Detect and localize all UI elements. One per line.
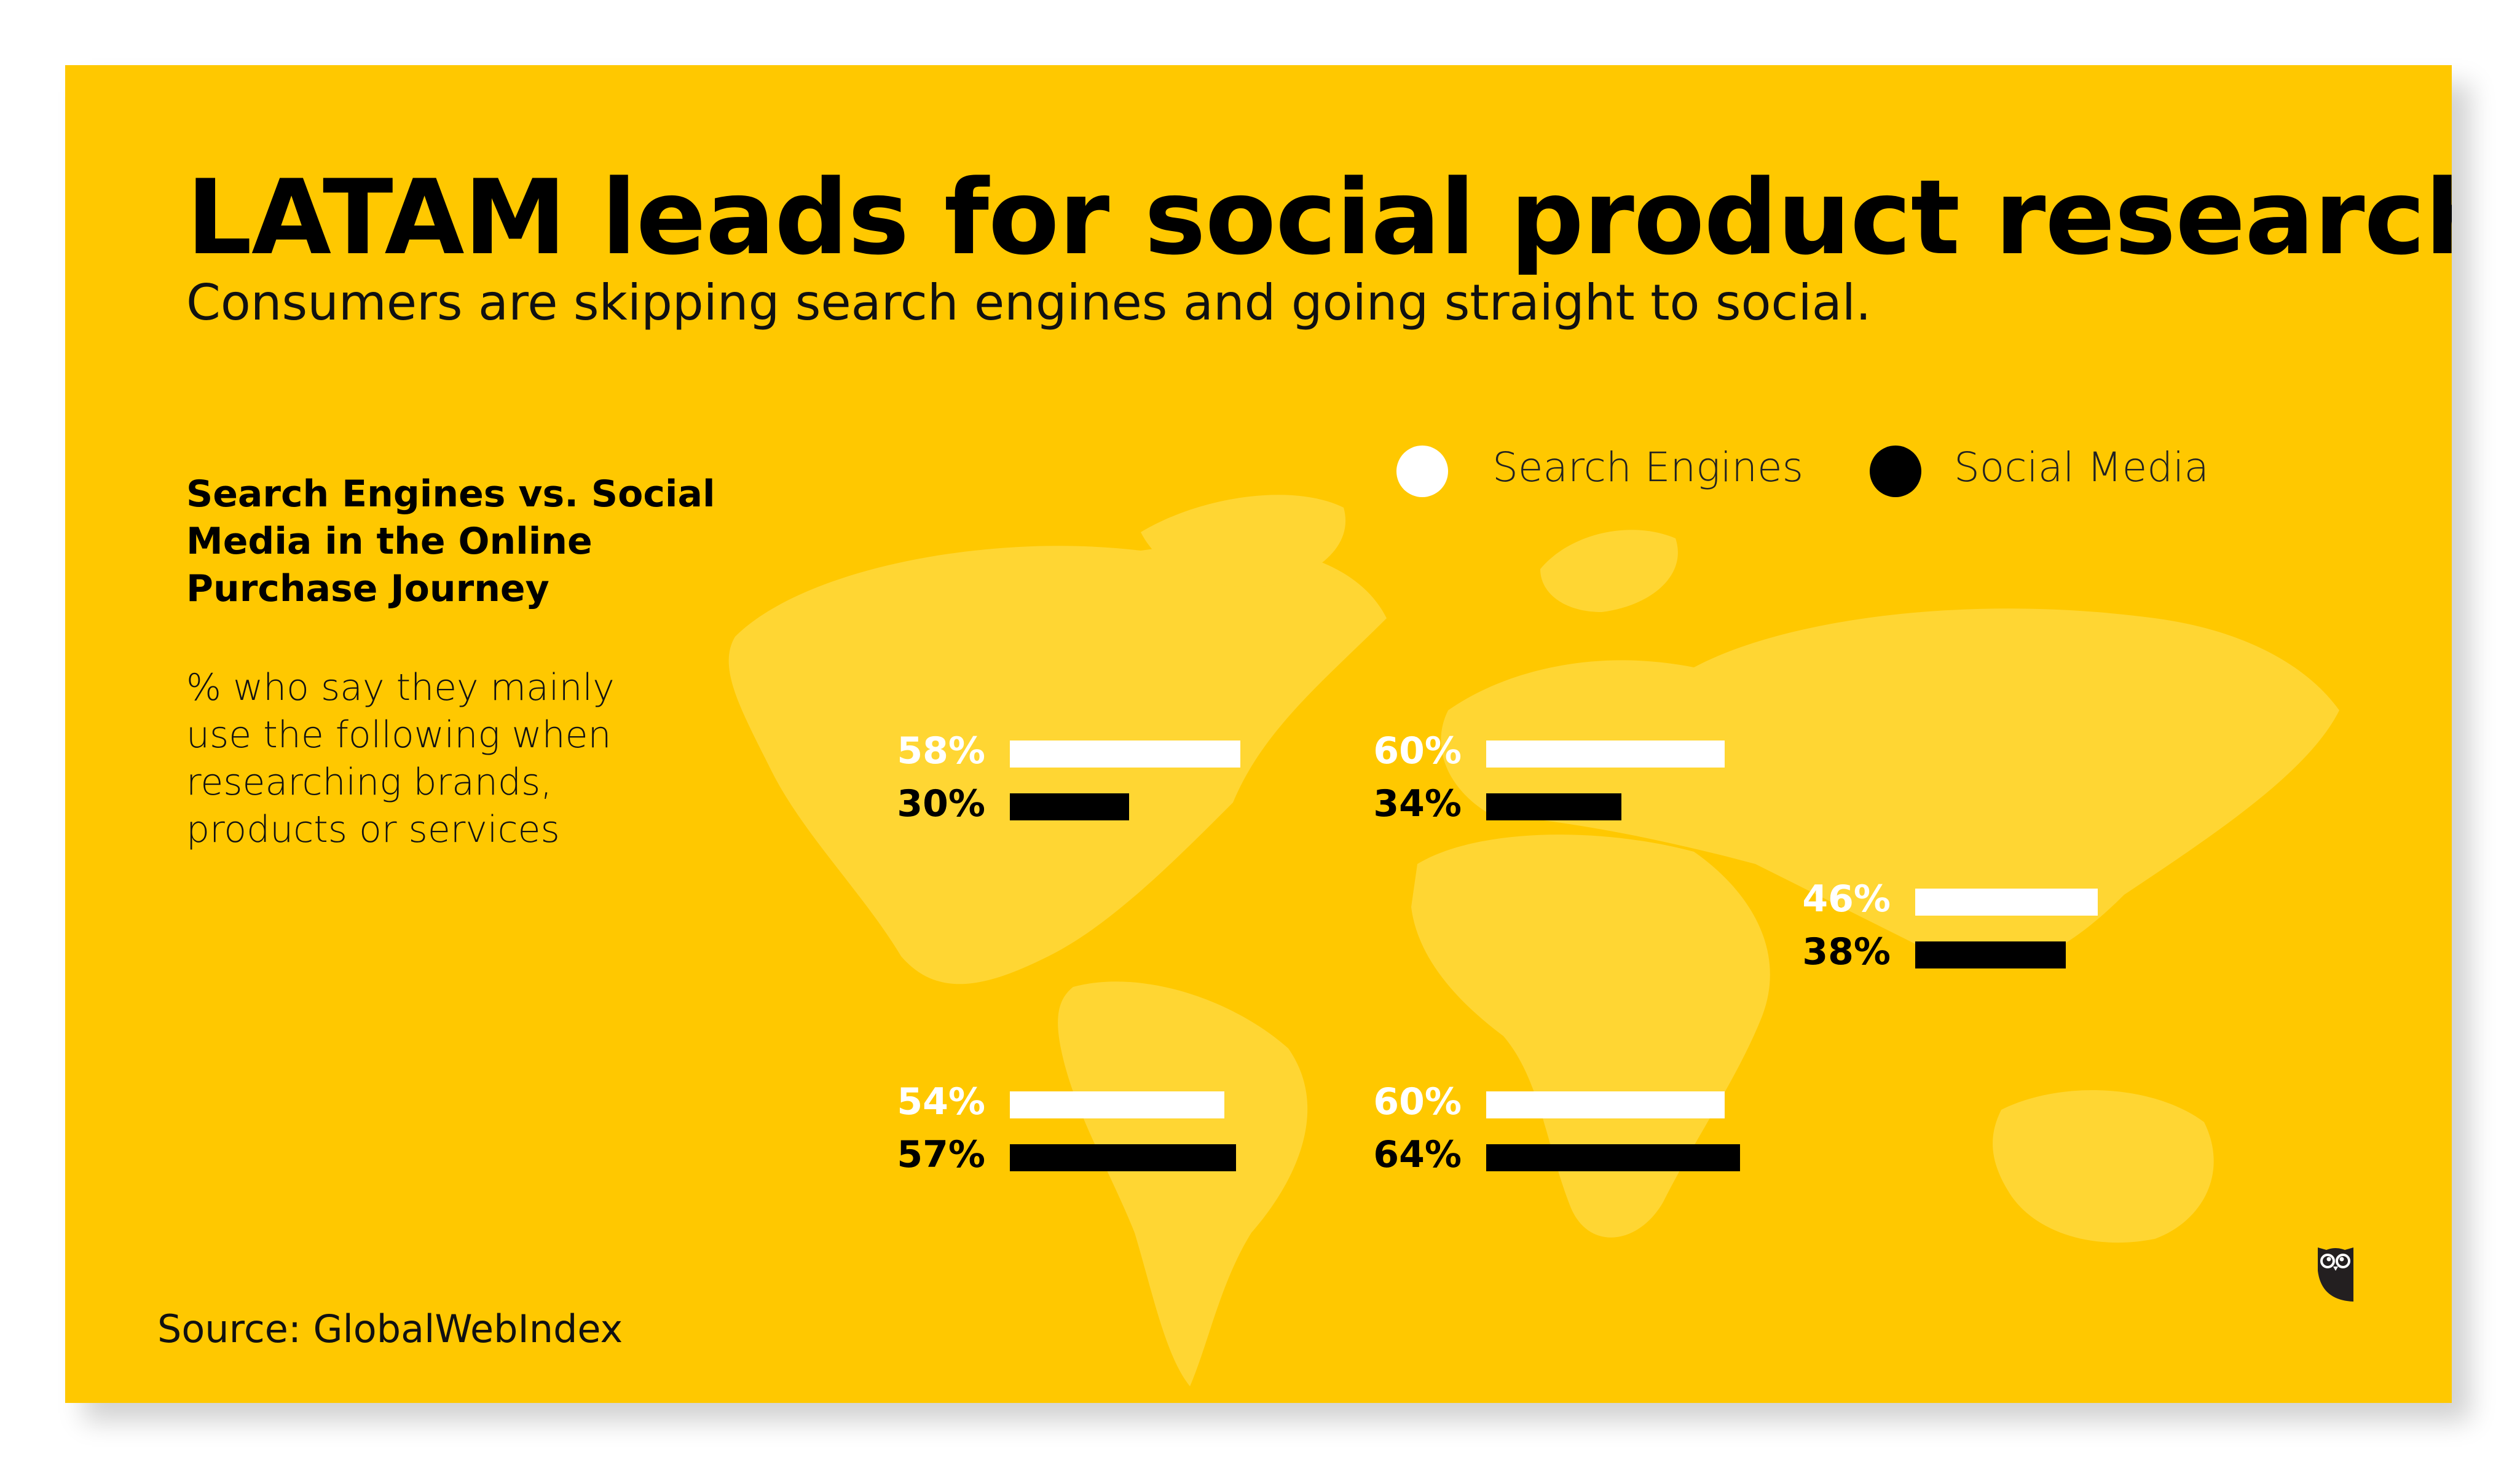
bar-value-label: 58% [897,729,985,772]
bar-value-label: 30% [897,782,985,825]
bar-value-label: 38% [1802,930,1891,973]
social-media-bar [1010,793,1129,820]
bar-value-label: 54% [897,1080,985,1123]
bar-value-label: 64% [1373,1133,1462,1176]
social-media-bar [1486,793,1621,820]
bar-value-label: 60% [1373,729,1462,772]
owl-logo-icon [2318,1247,2353,1302]
social-media-bar [1486,1144,1741,1171]
search-engines-bar [1486,740,1725,768]
search-engines-bar [1010,740,1240,768]
legend-search-engines-label: Search Engines [1492,444,1804,491]
social-media-bar [1915,941,2066,968]
world-map-background [728,495,2339,1386]
chart-description: % who say they mainly use the following … [186,666,615,851]
bar-value-label: 60% [1373,1080,1462,1123]
social-media-bar [1010,1144,1237,1171]
bar-value-label: 57% [897,1133,985,1176]
subtitle: Consumers are skipping search engines an… [186,274,1872,331]
source-note: Source: GlobalWebIndex [157,1306,623,1351]
legend-social-media-marker [1870,446,1921,497]
bar-value-label: 34% [1373,782,1462,825]
search-engines-bar [1486,1091,1725,1118]
legend-social-media-label: Social Media [1954,444,2209,491]
chart-heading: Search Engines vs. Social Media in the O… [186,473,715,610]
legend-search-engines-marker [1396,446,1448,497]
bar-value-label: 46% [1802,878,1891,921]
page-title: LATAM leads for social product research. [186,157,2452,278]
infographic-card: LATAM leads for social product research.… [65,65,2452,1403]
search-engines-bar [1010,1091,1224,1118]
search-engines-bar [1915,889,2098,916]
